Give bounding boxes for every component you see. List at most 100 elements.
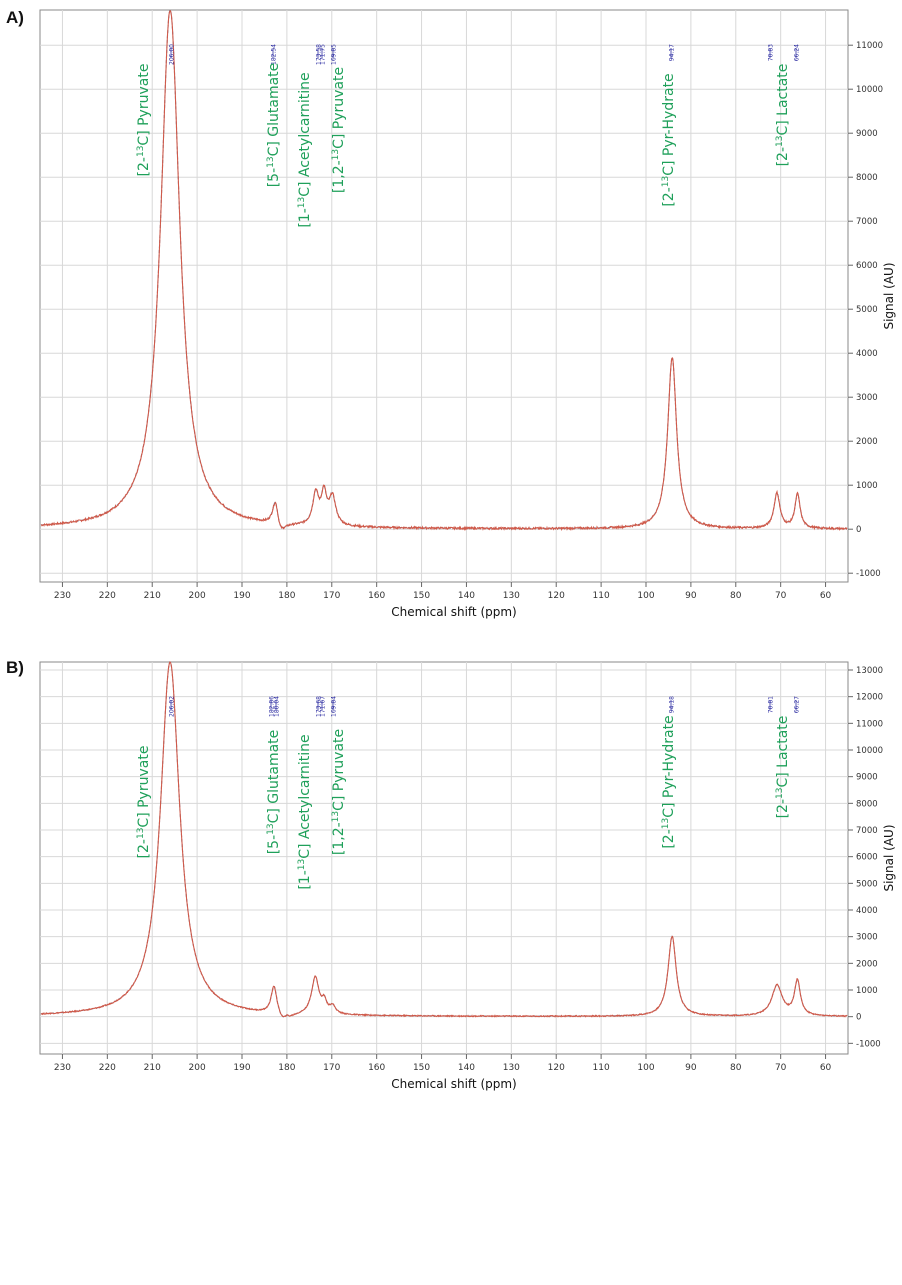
peak-value-label: 171.67 <box>320 696 327 717</box>
compound-annotation: [2-13C] Pyruvate <box>136 64 152 177</box>
x-tick-label: 120 <box>548 591 565 601</box>
annotation-isotope: 13 <box>266 156 276 167</box>
x-tick-label: 100 <box>637 1063 654 1073</box>
compound-annotation: [2-13C] Pyr-Hydrate <box>661 73 677 206</box>
x-tick-label: 80 <box>730 591 742 601</box>
x-tick-label: 60 <box>820 591 832 601</box>
panel-label: A) <box>6 8 24 27</box>
annotation-suffix: C] Pyruvate <box>136 64 152 146</box>
peak-value-label: 66.24 <box>794 44 801 61</box>
x-tick-label: 150 <box>413 591 430 601</box>
nmr-spectrum-chart: 230 220 210 200 190 180 170 160 150 140 130 120 110 1… <box>39 9 896 619</box>
y-tick-label: 0 <box>856 1013 861 1023</box>
x-tick-label: 80 <box>730 1063 742 1073</box>
x-tick-label: 230 <box>54 1063 71 1073</box>
x-tick-label: 200 <box>189 1063 206 1073</box>
x-tick-label: 170 <box>323 1063 340 1073</box>
x-tick-label: 210 <box>144 591 161 601</box>
x-tick-label: 190 <box>233 591 250 601</box>
annotation-isotope: 13 <box>136 828 146 839</box>
y-tick-label: 5000 <box>856 305 878 315</box>
y-tick-label: 7000 <box>856 826 878 836</box>
x-tick-label: 90 <box>685 591 697 601</box>
x-tick-label: 110 <box>593 1063 610 1073</box>
annotation-isotope: 13 <box>661 818 671 829</box>
compound-annotation: [1-13C] Acetylcarnitine <box>297 72 313 227</box>
y-axis-title: Signal (AU) <box>882 262 896 329</box>
x-tick-label: 140 <box>458 591 475 601</box>
annotation-suffix: C] Acetylcarnitine <box>297 72 313 196</box>
annotation-prefix: [5- <box>266 168 282 187</box>
annotation-suffix: C] Pyr-Hydrate <box>661 73 677 175</box>
y-tick-label: 1000 <box>856 986 878 996</box>
peak-value-label: 94.17 <box>669 44 676 61</box>
x-tick-label: 120 <box>548 1063 565 1073</box>
compound-annotation: [1,2-13C] Pyruvate <box>331 729 347 855</box>
annotation-prefix: [2- <box>775 147 791 166</box>
x-tick-label: 140 <box>458 1063 475 1073</box>
annotation-isotope: 13 <box>661 176 671 187</box>
peak-value-label: 70.81 <box>768 696 775 713</box>
spectrum-line <box>40 661 848 1018</box>
y-tick-label: 11000 <box>856 41 883 51</box>
y-tick-label: 13000 <box>856 666 883 676</box>
x-tick-label: 70 <box>775 1063 787 1073</box>
annotation-isotope: 13 <box>297 859 307 870</box>
compound-annotation: [1-13C] Acetylcarnitine <box>297 734 313 889</box>
x-tick-label: 60 <box>820 1063 832 1073</box>
x-tick-label: 230 <box>54 591 71 601</box>
spectrum-panel-b: B) 230 220 210 200 190 180 170 160 150 140 130 120 1… <box>0 640 902 1280</box>
peak-value-label: 70.83 <box>768 44 775 61</box>
annotation-isotope: 13 <box>775 788 785 799</box>
y-axis-title: Signal (AU) <box>882 824 896 891</box>
y-tick-label: 9000 <box>856 773 878 783</box>
peak-value-label: 171.75 <box>320 44 327 65</box>
y-tick-label: 9000 <box>856 129 878 139</box>
annotation-prefix: [2- <box>661 187 677 206</box>
spectrum-line <box>40 10 848 532</box>
x-tick-label: 130 <box>503 1063 520 1073</box>
peak-value-label: 94.18 <box>669 696 676 713</box>
annotation-prefix: [1- <box>297 870 313 889</box>
x-tick-label: 200 <box>189 591 206 601</box>
y-tick-label: 11000 <box>856 719 883 729</box>
peak-value-label: 180.04 <box>274 696 281 717</box>
y-tick-label: 2000 <box>856 959 878 969</box>
y-tick-label: 6000 <box>856 261 878 271</box>
annotation-prefix: [1- <box>297 208 313 227</box>
annotation-suffix: C] Lactate <box>775 716 791 788</box>
peak-value-label: 206.00 <box>169 44 176 65</box>
annotation-isotope: 13 <box>775 136 785 147</box>
annotation-suffix: C] Acetylcarnitine <box>297 734 313 858</box>
y-tick-label: -1000 <box>856 1039 881 1049</box>
compound-annotation: [5-13C] Glutamate <box>266 730 282 855</box>
x-tick-label: 70 <box>775 591 787 601</box>
annotation-isotope: 13 <box>266 823 276 834</box>
annotation-suffix: C] Lactate <box>775 64 791 136</box>
annotation-suffix: C] Glutamate <box>266 730 282 824</box>
compound-annotation: [2-13C] Lactate <box>775 716 791 819</box>
annotation-isotope: 13 <box>297 197 307 208</box>
y-tick-label: 5000 <box>856 879 878 889</box>
annotation-isotope: 13 <box>136 146 146 157</box>
y-tick-label: 8000 <box>856 799 878 809</box>
panel-label: B) <box>6 658 24 677</box>
x-tick-label: 100 <box>637 591 654 601</box>
plot-frame <box>39 661 849 1055</box>
peak-value-label: 169.85 <box>331 44 338 65</box>
peak-value-label: 66.27 <box>794 696 801 713</box>
x-tick-label: 180 <box>278 1063 295 1073</box>
y-tick-label: 12000 <box>856 693 883 703</box>
compound-annotation: [5-13C] Glutamate <box>266 63 282 188</box>
x-axis-title: Chemical shift (ppm) <box>391 605 517 619</box>
x-tick-label: 220 <box>99 1063 116 1073</box>
y-tick-label: 3000 <box>856 393 878 403</box>
peak-value-label: 173.68 <box>316 696 323 717</box>
x-tick-label: 110 <box>593 591 610 601</box>
annotation-suffix: C] Pyruvate <box>331 67 347 149</box>
x-tick-label: 90 <box>685 1063 697 1073</box>
peak-value-label: 173.58 <box>316 44 323 65</box>
annotation-isotope: 13 <box>331 149 341 160</box>
x-tick-label: 210 <box>144 1063 161 1073</box>
annotation-suffix: C] Glutamate <box>266 63 282 157</box>
